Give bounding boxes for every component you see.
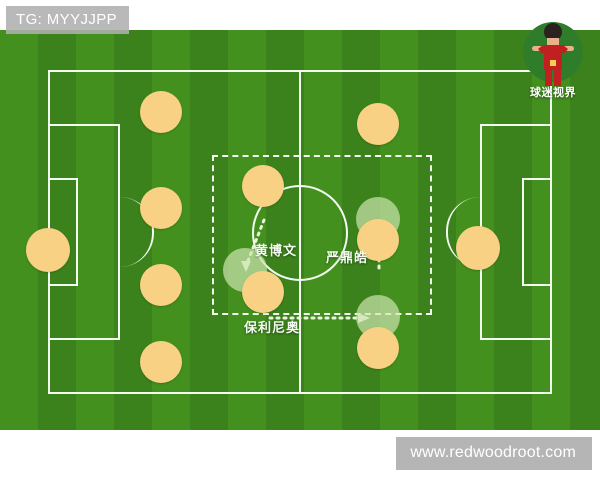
player-marker-striker[interactable] xyxy=(456,226,500,270)
penalty-box-left xyxy=(48,124,120,340)
goal-box-left xyxy=(48,178,78,286)
football-pitch: 黄博文 严鼎皓 保利尼奥 xyxy=(0,30,600,430)
player-marker-7[interactable] xyxy=(242,271,284,313)
player-marker-8[interactable] xyxy=(357,103,399,145)
brand-logo: 球迷视界 xyxy=(516,22,590,110)
player-label-paulinho: 保利尼奥 xyxy=(244,321,301,336)
player-marker-10[interactable] xyxy=(357,327,399,369)
center-circle xyxy=(252,185,348,281)
watermark-bottom-right: www.redwoodroot.com xyxy=(396,437,592,470)
footballer-icon xyxy=(532,23,574,86)
midfield-highlight-zone xyxy=(212,155,432,315)
goal-box-right xyxy=(522,178,552,286)
player-label-yan-dinghao: 严鼎皓 xyxy=(326,251,369,266)
penalty-arc-right xyxy=(446,197,480,267)
player-marker-2[interactable] xyxy=(140,91,182,133)
player-label-huang-bowen: 黄博文 xyxy=(255,244,298,259)
logo-caption: 球迷视界 xyxy=(530,86,576,99)
watermark-top-left: TG: MYYJJPP xyxy=(6,6,130,34)
player-marker-goalkeeper[interactable] xyxy=(26,228,70,272)
player-marker-4[interactable] xyxy=(140,264,182,306)
player-marker-6[interactable] xyxy=(242,165,284,207)
player-marker-5[interactable] xyxy=(140,341,182,383)
penalty-arc-left xyxy=(120,197,154,267)
player-marker-9[interactable] xyxy=(357,219,399,261)
player-marker-3[interactable] xyxy=(140,187,182,229)
